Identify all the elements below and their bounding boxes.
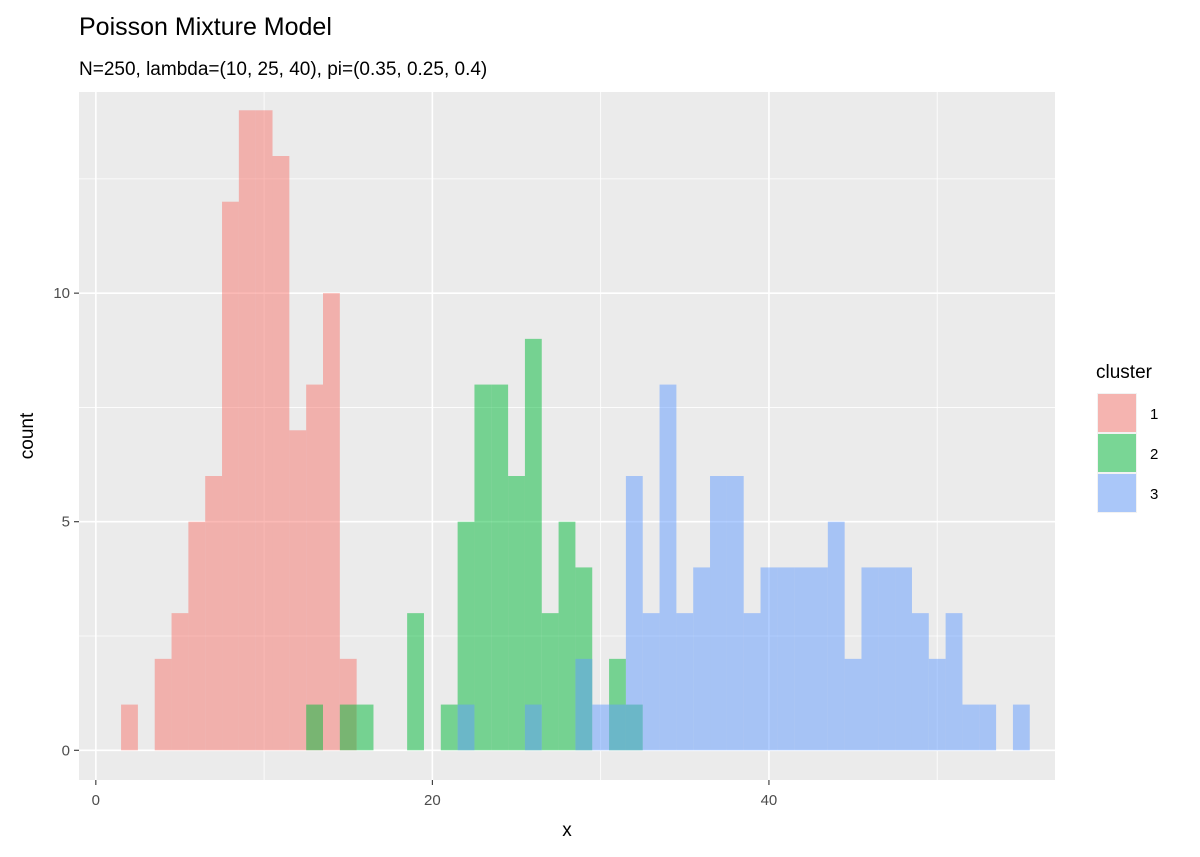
histogram-bar-cluster-1	[222, 201, 239, 751]
series-3	[457, 384, 1030, 751]
histogram-bar-cluster-2	[457, 521, 475, 751]
histogram-bar-cluster-3	[710, 476, 727, 751]
histogram-bar-cluster-1	[154, 658, 172, 751]
y-axis-title: count	[17, 412, 38, 459]
histogram-bar-cluster-3	[659, 384, 677, 751]
y-tick-label: 10	[53, 285, 70, 302]
histogram-bar-cluster-3	[726, 476, 744, 751]
histogram-bar-cluster-3	[743, 613, 761, 751]
histogram-bar-cluster-3	[524, 704, 542, 751]
legend-swatch-cluster-2	[1098, 434, 1136, 472]
chart-title: Poisson Mixture Model	[79, 13, 332, 41]
histogram-bar-cluster-2	[440, 704, 458, 751]
histogram-bar-cluster-3	[457, 704, 475, 751]
histogram-bars	[121, 110, 1030, 751]
axes: 0 20 40 0 5 10	[53, 285, 777, 809]
histogram-bar-cluster-1	[188, 521, 206, 751]
histogram-bar-cluster-1	[121, 704, 138, 751]
histogram-bar-cluster-1	[306, 384, 323, 751]
y-tick-label: 5	[62, 514, 70, 531]
histogram-bar-cluster-2	[541, 613, 559, 751]
x-tick-label: 40	[761, 792, 778, 809]
histogram-bar-cluster-2	[508, 476, 525, 751]
histogram-bar-cluster-2	[356, 704, 374, 751]
histogram-bar-cluster-2	[558, 521, 576, 751]
histogram-bar-cluster-3	[760, 567, 778, 751]
legend-label-cluster-3: 3	[1150, 486, 1158, 503]
histogram-bar-cluster-1	[238, 110, 256, 751]
histogram-bar-cluster-1	[289, 430, 307, 751]
histogram-bar-cluster-3	[895, 567, 912, 751]
legend-label-cluster-2: 2	[1150, 446, 1158, 463]
histogram-bar-cluster-2	[407, 613, 424, 751]
legend-swatch-cluster-3	[1098, 474, 1136, 512]
histogram-bar-cluster-3	[642, 613, 660, 751]
histogram-bar-cluster-3	[676, 613, 694, 751]
histogram-bar-cluster-3	[928, 658, 946, 751]
histogram-bar-cluster-3	[827, 521, 845, 751]
histogram-bar-cluster-3	[575, 658, 593, 751]
histogram-bar-cluster-2	[474, 384, 492, 751]
histogram-bar-cluster-3	[878, 567, 896, 751]
chart-subtitle: N=250, lambda=(10, 25, 40), pi=(0.35, 0.…	[79, 59, 487, 80]
histogram-bar-cluster-3	[861, 567, 879, 751]
x-tick-label: 0	[92, 792, 100, 809]
y-tick-label: 0	[62, 742, 70, 759]
histogram-bar-cluster-3	[945, 613, 963, 751]
histogram-bar-cluster-2	[491, 384, 509, 751]
histogram-bar-cluster-3	[794, 567, 811, 751]
histogram-bar-cluster-3	[1012, 704, 1030, 751]
histogram-bar-cluster-3	[777, 567, 795, 751]
histogram-bar-cluster-1	[272, 156, 290, 751]
series-1	[121, 110, 357, 751]
histogram-bar-cluster-3	[979, 704, 997, 751]
legend-swatch-cluster-1	[1098, 394, 1136, 432]
histogram-bar-cluster-3	[592, 704, 610, 751]
x-axis-title: x	[562, 820, 572, 841]
legend-title: cluster	[1096, 362, 1153, 383]
histogram-bar-cluster-1	[255, 110, 273, 751]
x-tick-label: 20	[424, 792, 441, 809]
histogram-bar-cluster-1	[205, 476, 223, 751]
histogram-bar-cluster-3	[844, 658, 862, 751]
legend: cluster 1 2 3	[1096, 362, 1158, 513]
histogram-bar-cluster-2	[306, 704, 323, 751]
legend-label-cluster-1: 1	[1150, 406, 1158, 423]
histogram-bar-cluster-3	[625, 476, 643, 751]
histogram-bar-cluster-1	[323, 293, 340, 751]
histogram-bar-cluster-3	[609, 704, 626, 751]
histogram-bar-cluster-1	[171, 613, 189, 751]
histogram-bar-cluster-2	[524, 338, 542, 751]
histogram-bar-cluster-3	[693, 567, 711, 751]
histogram-bar-cluster-2	[339, 704, 357, 751]
histogram-bar-cluster-3	[811, 567, 828, 751]
histogram-bar-cluster-3	[911, 613, 929, 751]
histogram-bar-cluster-3	[962, 704, 980, 751]
